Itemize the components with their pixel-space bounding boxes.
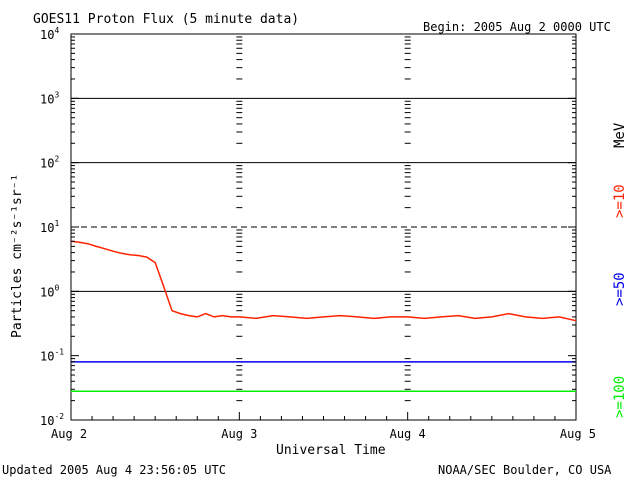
series-line-0 <box>70 240 577 322</box>
series-lines <box>70 240 577 392</box>
updated-timestamp: Updated 2005 Aug 4 23:56:05 UTC <box>2 463 226 477</box>
x-axis-label: Universal Time <box>276 443 386 458</box>
y-tick-label: 10-1 <box>40 348 64 364</box>
y-tick-label: 10-2 <box>40 412 64 428</box>
credit-label: NOAA/SEC Boulder, CO USA <box>438 463 612 477</box>
y-tick-label: 100 <box>40 283 59 299</box>
x-axis-ticks: Aug 2 Aug 3 Aug 4 Aug 5 <box>51 412 596 441</box>
begin-label: Begin: 2005 Aug 2 0000 UTC <box>423 20 611 34</box>
x-tick-label: Aug 3 <box>221 427 257 441</box>
y-tick-label: 102 <box>40 155 59 171</box>
chart-title: GOES11 Proton Flux (5 minute data) <box>33 12 299 27</box>
threshold-lines <box>71 97 576 292</box>
legend-entry-1: >=50 <box>612 272 628 306</box>
x-tick-label: Aug 4 <box>390 427 426 441</box>
y-tick-label: 101 <box>40 219 59 235</box>
day-divider-ticks <box>236 36 411 402</box>
legend: >=10 >=50 >=100 <box>612 184 628 418</box>
y-tick-label: 103 <box>40 90 59 106</box>
y-axis-ticks: 10-2 10-1 100 101 102 103 104 <box>40 26 576 428</box>
legend-entry-2: >=100 <box>612 376 628 418</box>
legend-energy-unit: MeV <box>612 122 628 148</box>
y-axis-label: Particles cm⁻²s⁻¹sr⁻¹ <box>10 174 25 338</box>
x-tick-label: Aug 2 <box>51 427 87 441</box>
y-tick-label: 104 <box>40 26 59 42</box>
legend-entry-0: >=10 <box>612 184 628 218</box>
x-tick-label: Aug 5 <box>560 427 596 441</box>
